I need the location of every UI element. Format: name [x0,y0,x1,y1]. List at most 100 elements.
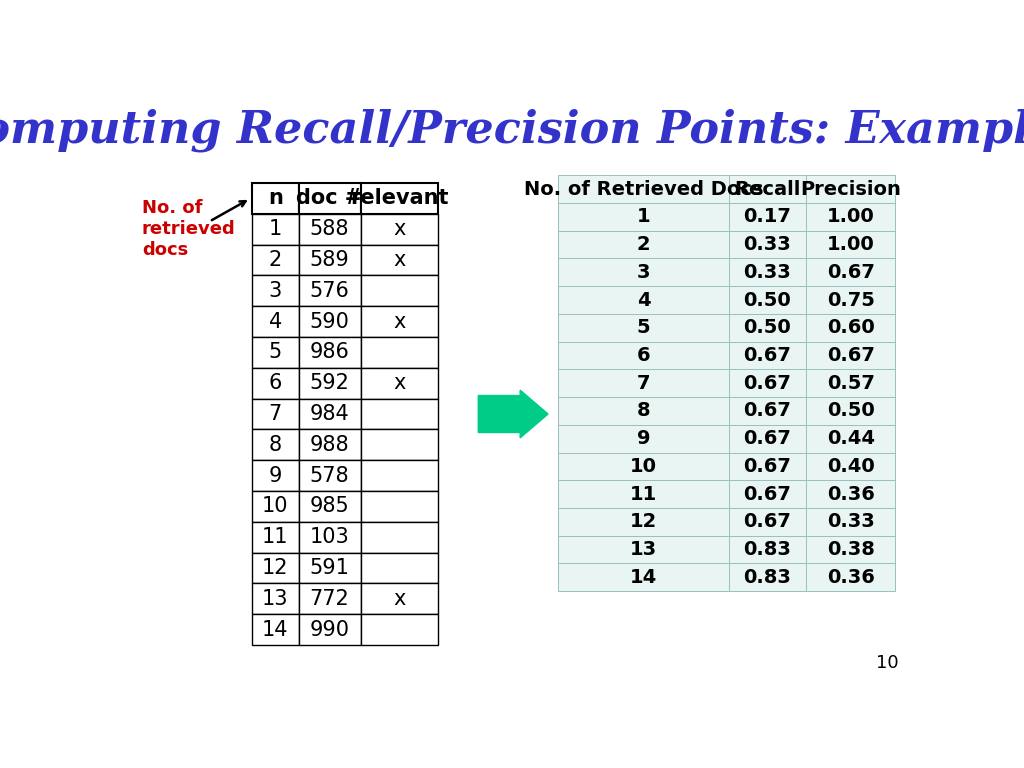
Text: 7: 7 [268,404,282,424]
Bar [729,342,806,369]
Bar [252,183,299,214]
Bar [558,175,729,203]
Text: 0.33: 0.33 [826,512,874,531]
Text: 772: 772 [309,589,349,609]
Text: No. of Retrieved Docs: No. of Retrieved Docs [523,180,763,199]
Bar [252,553,299,584]
Bar [806,314,895,342]
Text: 4: 4 [637,290,650,310]
Text: 0.57: 0.57 [826,374,874,392]
Text: 988: 988 [309,435,349,455]
Bar [729,508,806,536]
Text: 0.50: 0.50 [743,318,792,337]
Text: x: x [393,219,406,239]
Bar [299,368,360,399]
Text: Computing Recall/Precision Points: Example 1: Computing Recall/Precision Points: Examp… [0,109,1024,152]
Text: 0.67: 0.67 [826,346,874,365]
Text: 589: 589 [309,250,349,270]
Bar [558,230,729,259]
Bar [729,314,806,342]
Text: 8: 8 [637,402,650,420]
Bar [360,584,438,614]
Bar [299,491,360,521]
Text: 4: 4 [268,312,282,332]
Bar [558,564,729,591]
Text: 10: 10 [630,457,656,476]
Text: 11: 11 [262,527,289,548]
Text: 0.60: 0.60 [826,318,874,337]
Text: Recall: Recall [734,180,801,199]
Text: x: x [393,373,406,393]
Bar [558,480,729,508]
Bar [806,203,895,230]
Text: 576: 576 [309,281,349,301]
Text: 5: 5 [268,343,282,362]
Text: 12: 12 [262,558,289,578]
Text: doc #: doc # [296,188,362,208]
Text: 591: 591 [309,558,349,578]
Text: 0.36: 0.36 [826,485,874,504]
Text: 590: 590 [309,312,349,332]
Bar [299,614,360,645]
FancyArrow shape [478,390,548,438]
Text: 103: 103 [309,527,349,548]
Text: 14: 14 [262,620,289,640]
Bar [360,276,438,306]
Text: 8: 8 [268,435,282,455]
Text: 14: 14 [630,568,657,587]
Bar [558,425,729,452]
Bar [252,337,299,368]
Text: 2: 2 [268,250,282,270]
Bar [558,259,729,286]
Bar [299,337,360,368]
Bar [252,399,299,429]
Bar [252,491,299,521]
Text: 13: 13 [262,589,289,609]
Bar [729,480,806,508]
Bar [299,306,360,337]
Bar [558,203,729,230]
Bar [806,259,895,286]
Bar [252,584,299,614]
Bar [729,536,806,564]
Bar [360,521,438,553]
Bar [806,564,895,591]
Text: 0.67: 0.67 [743,429,792,449]
Bar [299,584,360,614]
Text: 0.44: 0.44 [826,429,874,449]
Bar [360,337,438,368]
Text: 11: 11 [630,485,657,504]
Text: 0.33: 0.33 [743,235,792,254]
Text: 588: 588 [309,219,349,239]
Bar [299,521,360,553]
Bar [806,369,895,397]
Bar [806,452,895,480]
Bar [252,429,299,460]
Bar [299,245,360,276]
Text: 578: 578 [309,465,349,485]
Text: 9: 9 [268,465,282,485]
Bar [360,306,438,337]
Text: 0.33: 0.33 [743,263,792,282]
Bar [806,342,895,369]
Text: 10: 10 [262,496,289,516]
Text: 3: 3 [637,263,650,282]
Text: 6: 6 [637,346,650,365]
Text: x: x [393,312,406,332]
Text: 0.67: 0.67 [743,457,792,476]
Bar [360,491,438,521]
Bar [252,460,299,491]
Bar [729,203,806,230]
Text: 0.50: 0.50 [743,290,792,310]
Bar [729,259,806,286]
Bar [252,245,299,276]
Text: 0.83: 0.83 [743,568,792,587]
Text: 7: 7 [637,374,650,392]
Bar [360,429,438,460]
Bar [299,276,360,306]
Text: 10: 10 [877,654,899,672]
Bar [729,175,806,203]
Bar [729,369,806,397]
Bar [360,614,438,645]
Text: 0.36: 0.36 [826,568,874,587]
